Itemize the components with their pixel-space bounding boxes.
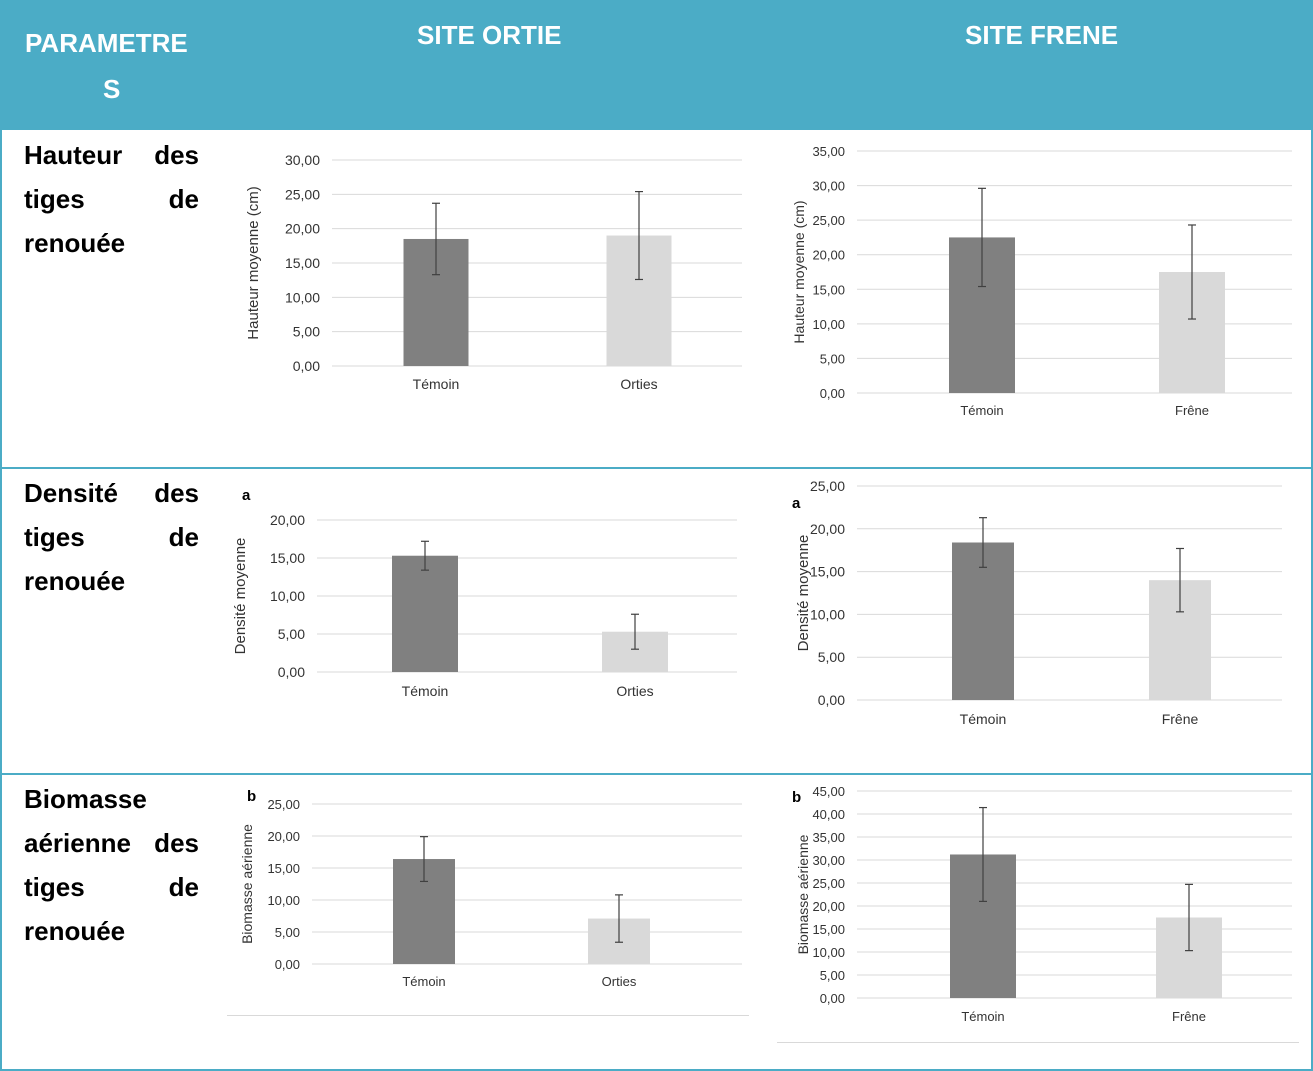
- bar: [392, 555, 458, 672]
- y-tick-label: 15,00: [812, 282, 845, 297]
- y-tick-label: 5,00: [820, 351, 845, 366]
- y-tick-label: 15,00: [270, 550, 305, 566]
- y-tick-label: 5,00: [278, 626, 305, 642]
- y-axis-label: Biomasse aérienne: [795, 834, 811, 954]
- row-divider-1: [2, 467, 1313, 469]
- row-label-line: tiges de: [24, 184, 199, 214]
- y-tick-label: 0,00: [820, 991, 845, 1006]
- x-tick-label: Témoin: [960, 403, 1003, 418]
- chart-bottom-border: [777, 1042, 1299, 1043]
- header-site-frene: SITE FRENE: [965, 20, 1119, 50]
- chart-bottom-border: [227, 1015, 749, 1016]
- panel-letter: a: [242, 487, 251, 504]
- chart-ortie-hauteur: 0,00 5,00 10,00 15,00 20,00 25,00 30,00 Témoin O…: [245, 152, 742, 392]
- y-tick-label: 0,00: [275, 957, 300, 972]
- x-tick-label: Orties: [602, 974, 637, 989]
- y-tick-label: 35,00: [812, 830, 845, 845]
- x-tick-label: Orties: [620, 376, 657, 392]
- y-tick-label: 10,00: [812, 945, 845, 960]
- y-tick-label: 0,00: [820, 386, 845, 401]
- y-tick-label: 15,00: [285, 255, 320, 271]
- x-tick-label: Témoin: [961, 1009, 1004, 1024]
- y-tick-label: 25,00: [285, 186, 320, 202]
- y-axis-label: Hauteur moyenne (cm): [245, 186, 262, 339]
- panel-letter: a: [792, 495, 801, 512]
- y-tick-label: 25,00: [267, 797, 300, 812]
- y-tick-label: 15,00: [267, 861, 300, 876]
- x-tick-label: Frêne: [1172, 1009, 1206, 1024]
- x-tick-label: Témoin: [402, 974, 445, 989]
- header-parametres-line2: S: [103, 74, 121, 104]
- y-tick-label: 0,00: [278, 664, 305, 680]
- y-tick-label: 20,00: [267, 829, 300, 844]
- y-axis-label: Densité moyenne: [795, 535, 812, 652]
- row-label-line: Densité des: [24, 478, 199, 508]
- y-axis-label: Biomasse aérienne: [239, 824, 255, 944]
- x-tick-label: Frêne: [1162, 711, 1199, 727]
- y-tick-label: 5,00: [818, 649, 845, 665]
- panel-letter: b: [792, 789, 801, 806]
- y-tick-label: 30,00: [812, 853, 845, 868]
- y-tick-label: 0,00: [293, 358, 320, 374]
- x-tick-label: Frêne: [1175, 403, 1209, 418]
- row-label-line: aérienne des: [24, 828, 199, 858]
- y-tick-label: 30,00: [285, 152, 320, 168]
- chart-ortie-densite: 0,00 5,00 10,00 15,00 20,00 Témoin Orties Densi…: [232, 487, 737, 699]
- y-tick-label: 20,00: [812, 248, 845, 263]
- y-tick-label: 30,00: [812, 179, 845, 194]
- chart-ortie-biomasse: 0,00 5,00 10,00 15,00 20,00 25,00 Témoin Orties…: [239, 788, 742, 989]
- y-tick-label: 5,00: [293, 324, 320, 340]
- row-divider-2: [2, 773, 1313, 775]
- row-label-hauteur: Hauteur des tiges de renouée: [24, 133, 199, 265]
- y-tick-label: 5,00: [275, 925, 300, 940]
- x-tick-label: Témoin: [413, 376, 460, 392]
- row-label-line: Biomasse: [24, 784, 147, 814]
- header-site-ortie: SITE ORTIE: [417, 20, 562, 50]
- row-label-densite: Densité des tiges de renouée: [24, 471, 199, 603]
- y-tick-label: 20,00: [812, 899, 845, 914]
- header-parametres-line1: PARAMETRE: [25, 28, 188, 58]
- y-tick-label: 15,00: [812, 922, 845, 937]
- y-tick-label: 10,00: [812, 317, 845, 332]
- y-tick-label: 20,00: [285, 221, 320, 237]
- y-tick-label: 45,00: [812, 784, 845, 799]
- row-label-line: tiges de: [24, 522, 199, 552]
- row-label-line: renouée: [24, 228, 126, 258]
- y-tick-label: 25,00: [812, 213, 845, 228]
- y-tick-label: 20,00: [270, 512, 305, 528]
- header-parametres: PARAMETRE S: [25, 20, 200, 112]
- y-tick-label: 25,00: [812, 876, 845, 891]
- x-tick-label: Témoin: [960, 711, 1007, 727]
- x-tick-label: Orties: [616, 683, 653, 699]
- y-axis-label: Hauteur moyenne (cm): [791, 200, 807, 343]
- y-tick-label: 10,00: [267, 893, 300, 908]
- y-tick-label: 35,00: [812, 144, 845, 159]
- y-tick-label: 20,00: [810, 521, 845, 537]
- y-tick-label: 5,00: [820, 968, 845, 983]
- y-tick-label: 40,00: [812, 807, 845, 822]
- row-label-line: Hauteur des: [24, 140, 199, 170]
- y-tick-label: 10,00: [270, 588, 305, 604]
- chart-frene-densite: 0,00 5,00 10,00 15,00 20,00 25,00 Témoin Frêne D…: [792, 478, 1282, 727]
- y-tick-label: 10,00: [810, 606, 845, 622]
- y-tick-label: 15,00: [810, 564, 845, 580]
- row-label-biomasse: Biomasse aérienne des tiges de renouée: [24, 777, 199, 953]
- bar: [952, 542, 1014, 700]
- y-tick-label: 10,00: [285, 289, 320, 305]
- row-label-line: tiges de: [24, 872, 199, 902]
- chart-frene-hauteur: 0,00 5,00 10,00 15,00 20,00 25,00 30,00 35,00 Té…: [791, 144, 1292, 418]
- y-tick-label: 25,00: [810, 478, 845, 494]
- y-tick-label: 0,00: [818, 692, 845, 708]
- row-label-line: renouée: [24, 566, 126, 596]
- panel-letter: b: [247, 788, 256, 805]
- table-header: PARAMETRE S SITE ORTIE SITE FRENE: [2, 2, 1313, 130]
- row-label-line: renouée: [24, 916, 126, 946]
- chart-frene-biomasse: 0,00 5,00 10,00 15,00 20,00 25,00 30,00 35,00 40…: [792, 784, 1292, 1024]
- x-tick-label: Témoin: [402, 683, 449, 699]
- y-axis-label: Densité moyenne: [232, 538, 249, 655]
